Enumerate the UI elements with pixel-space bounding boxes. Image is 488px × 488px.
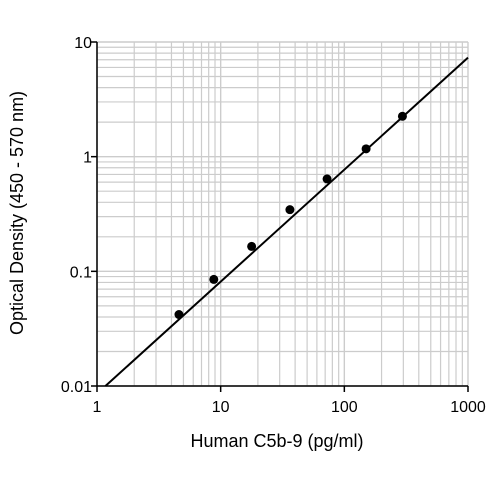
data-point [247,241,257,251]
tick-labels-layer: 1 10 100 1000 0.01 0.1 1 10 [61,35,486,416]
data-points-layer [174,111,407,320]
data-point [174,310,184,320]
fit-line [104,56,469,387]
x-axis-title: Human C5b-9 (pg/ml) [190,431,363,451]
axes-layer [91,41,469,392]
fit-line-layer [104,56,469,387]
y-tick-label: 0.01 [61,379,92,396]
x-tick-label: 1 [93,399,102,416]
data-point [361,144,371,154]
y-axis-title: Optical Density (450 - 570 nm) [7,91,27,335]
grid-layer [96,41,469,387]
y-tick-label: 1 [83,150,92,167]
data-point [322,174,332,184]
x-tick-label: 100 [331,399,358,416]
data-point [209,274,219,284]
y-tick-label: 0.1 [70,264,92,281]
x-tick-label: 1000 [450,399,486,416]
x-tick-label: 10 [212,399,230,416]
data-point [397,111,407,121]
data-point [285,205,295,215]
y-tick-label: 10 [74,35,92,52]
